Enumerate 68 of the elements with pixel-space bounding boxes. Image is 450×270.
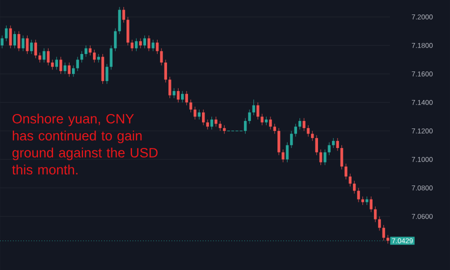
candlestick (106, 64, 108, 84)
candlestick (51, 59, 54, 70)
candlestick (357, 188, 360, 202)
candlestick (328, 142, 331, 156)
candlestick (152, 39, 154, 52)
candlestick (22, 35, 24, 52)
candlestick (34, 39, 38, 59)
candlestick (344, 163, 348, 180)
candlestick (164, 59, 168, 83)
candlestick (277, 128, 280, 156)
candlestick (214, 116, 218, 127)
candlestick (248, 109, 251, 124)
candlestick (18, 30, 20, 52)
candlestick (294, 124, 298, 137)
candlestick (181, 90, 184, 103)
candlestick (319, 149, 322, 166)
candlestick (46, 48, 50, 66)
candlestick (118, 6, 121, 34)
candlestick (97, 54, 100, 63)
candlestick (378, 216, 381, 231)
candlestick (4, 25, 8, 42)
candlestick (59, 56, 62, 74)
candlestick (340, 144, 344, 170)
candlestick (244, 118, 247, 134)
candlestick (168, 76, 172, 98)
candlestick (30, 39, 33, 54)
candlestick (55, 56, 58, 70)
candlestick (352, 180, 356, 194)
candlestick (282, 149, 284, 163)
candlestick (202, 109, 205, 126)
candlestick (76, 56, 79, 72)
candlestick (0, 35, 4, 49)
candlestick (336, 138, 339, 152)
candlestick (302, 118, 306, 132)
candlestick (9, 25, 12, 49)
candlestick (72, 65, 75, 78)
candlestick (311, 130, 314, 142)
candlestick (134, 38, 138, 52)
candlestick (13, 30, 16, 49)
candlestick (260, 114, 264, 126)
candlestick (332, 138, 335, 148)
candlestick (194, 106, 196, 120)
candlestick (306, 124, 310, 137)
candlestick (84, 45, 88, 58)
candlestick (286, 142, 289, 163)
candlestick (382, 224, 386, 241)
candlestick (273, 124, 276, 134)
candlestick (160, 48, 163, 66)
candlestick (147, 35, 150, 52)
candlestick (172, 88, 176, 98)
candlestick (42, 48, 46, 63)
candlestick (370, 196, 372, 212)
candlestick (374, 206, 377, 222)
candlestick (139, 38, 142, 49)
candlestick (64, 62, 66, 74)
candlestick (269, 116, 272, 130)
candlestick (122, 6, 126, 23)
candlestick (185, 90, 188, 106)
candlestick (114, 28, 117, 52)
candlestick (110, 45, 113, 70)
candlestick (126, 16, 130, 46)
candlestick (130, 39, 134, 52)
candlestick (206, 119, 209, 130)
annotation: Onshore yuan, CNY has continued to gain ground against the USD this month. (12, 114, 158, 174)
candlestick (290, 130, 293, 148)
candlestick (256, 102, 260, 120)
candlestick (324, 149, 326, 166)
candlestick (315, 134, 318, 156)
